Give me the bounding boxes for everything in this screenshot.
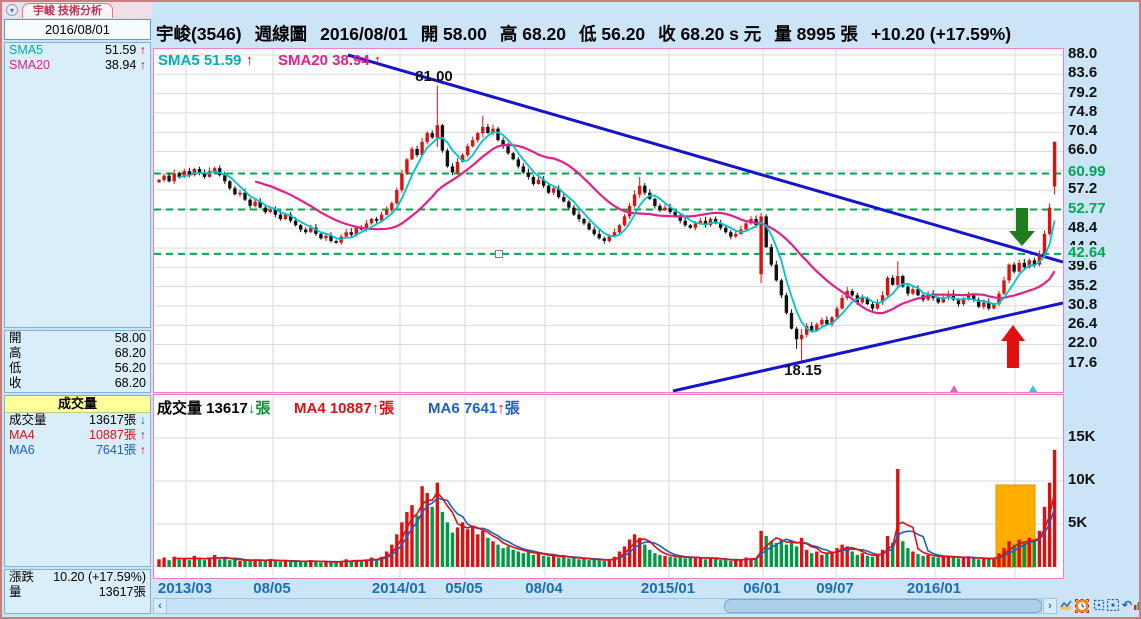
volume-info-row: MA4 10887張 ↑ — [9, 428, 146, 442]
price-chart-canvas[interactable]: 81.00 18.15 — [154, 49, 1064, 393]
scroll-left-arrow[interactable]: ‹ — [153, 598, 167, 614]
price-axis-label: 35.2 — [1068, 276, 1098, 294]
change-row: 量 13617張 — [9, 585, 146, 599]
volume-panel-title: 成交量 — [5, 396, 150, 413]
volume-chart-canvas[interactable] — [154, 395, 1063, 578]
ohlc-row: 低 56.20 — [9, 361, 146, 375]
price-axis-label: 30.8 — [1068, 295, 1098, 313]
price-level-label: 42.64 — [1068, 244, 1110, 261]
time-axis-label: 2014/01 — [371, 580, 427, 597]
svg-text:81.00: 81.00 — [415, 68, 453, 85]
scrollbar-thumb[interactable] — [724, 599, 1042, 613]
undo-icon[interactable]: ↶ — [1121, 598, 1133, 612]
time-axis-label: 2013/03 — [157, 580, 213, 597]
time-axis-label: 05/05 — [445, 580, 483, 597]
line-chart-icon[interactable] — [1059, 599, 1073, 613]
price-axis-label: 70.4 — [1068, 122, 1098, 140]
price-axis-label: 74.8 — [1068, 102, 1098, 120]
tab-menu-dropdown-icon[interactable]: ▾ — [6, 4, 18, 16]
svg-text:18.15: 18.15 — [784, 362, 822, 379]
volume-header-segment: MA4 10887↑張 — [294, 400, 395, 417]
price-axis-label: 83.6 — [1068, 64, 1098, 82]
time-axis-label: 2016/01 — [906, 580, 962, 597]
price-axis-label: 48.4 — [1068, 218, 1098, 236]
bar-chart-icon[interactable] — [1132, 599, 1139, 613]
time-axis-label: 08/04 — [525, 580, 563, 597]
sma-row: SMA20 38.94 ↑ — [9, 58, 146, 72]
tab-strip: ▾ 宇峻 技術分析 — [2, 2, 152, 18]
ohlc-row: 高 68.20 — [9, 346, 146, 360]
price-axis-label: 57.2 — [1068, 180, 1098, 198]
volume-axis-label: 15K — [1068, 428, 1096, 445]
price-level-label: 52.77 — [1068, 200, 1110, 217]
ohlc-panel: 開 58.00 高 68.20 低 56.20 收 68.20 — [4, 330, 151, 393]
header-field: 量 8995 張 — [774, 24, 858, 44]
volume-info-row: MA6 7641張 ↑ — [9, 443, 146, 457]
header-field: 2016/08/01 — [320, 24, 408, 44]
volume-info-panel: 成交量 成交量 13617張 ↓ MA4 10887張 ↑ MA6 7641張 ↑ — [4, 395, 151, 567]
price-axis-label: 22.0 — [1068, 334, 1098, 352]
price-axis-label: 79.2 — [1068, 83, 1098, 101]
price-indicator-label: SMA20 38.94 ↑ — [278, 52, 382, 69]
ohlc-row: 開 58.00 — [9, 331, 146, 345]
price-axis-label: 66.0 — [1068, 141, 1098, 159]
price-level-label: 60.99 — [1068, 164, 1110, 181]
change-panel: 漲跌 10.20 (+17.59%) 量 13617張 — [4, 569, 151, 614]
volume-axis-label: 5K — [1068, 514, 1088, 531]
time-axis-label: 2015/01 — [640, 580, 696, 597]
time-axis-label: 09/07 — [816, 580, 854, 597]
volume-header-segment: 成交量 13617↓張 — [157, 400, 271, 417]
price-axis-label: 26.4 — [1068, 315, 1098, 333]
price-chart-pane: 81.00 18.15 SMA5 51.59 ↑ SMA20 38.94 ↑ — [153, 48, 1064, 393]
scroll-right-arrow[interactable]: › — [1043, 598, 1057, 614]
volume-info-row: 成交量 13617張 ↓ — [9, 413, 146, 427]
clock-icon[interactable] — [1075, 599, 1089, 613]
volume-chart-pane: 成交量 13617↓張 MA4 10887↑張 MA6 7641↑張 — [153, 394, 1064, 579]
price-axis-label: 39.6 — [1068, 257, 1098, 275]
time-axis-label: 06/01 — [743, 580, 781, 597]
header-field: 週線圖 — [254, 24, 308, 44]
sma-indicator-panel: SMA5 51.59 ↑ SMA20 38.94 ↑ — [4, 42, 151, 328]
header-field: 收 68.20 s 元 — [658, 24, 762, 44]
ohlc-row: 收 68.20 — [9, 376, 146, 390]
header-field: 低 56.20 — [579, 24, 646, 44]
price-indicator-label: SMA5 51.59 ↑ — [158, 52, 254, 69]
price-axis-label: 17.6 — [1068, 353, 1098, 371]
header-field: 高 68.20 — [499, 24, 566, 44]
zoom-in-icon[interactable] — [1106, 598, 1120, 613]
header-field: +10.20 (+17.59%) — [870, 24, 1012, 44]
header-field: 宇峻(3546) — [156, 24, 242, 44]
header-field: 開 58.00 — [420, 24, 487, 44]
tab-technical-analysis[interactable]: 宇峻 技術分析 — [22, 3, 114, 18]
change-row: 漲跌 10.20 (+17.59%) — [9, 570, 146, 584]
zoom-out-icon[interactable] — [1092, 599, 1106, 613]
volume-axis-label: 10K — [1068, 471, 1096, 488]
volume-header-segment: MA6 7641↑張 — [428, 400, 520, 417]
date-display[interactable]: 2016/08/01 — [4, 19, 151, 40]
price-axis-label: 88.0 — [1068, 45, 1098, 62]
time-axis-label: 08/05 — [253, 580, 291, 597]
sma-row: SMA5 51.59 ↑ — [9, 43, 146, 57]
stock-info-header: 宇峻(3546) 週線圖 2016/08/01 開 58.00 高 68.20 低 56.… — [156, 21, 1139, 45]
